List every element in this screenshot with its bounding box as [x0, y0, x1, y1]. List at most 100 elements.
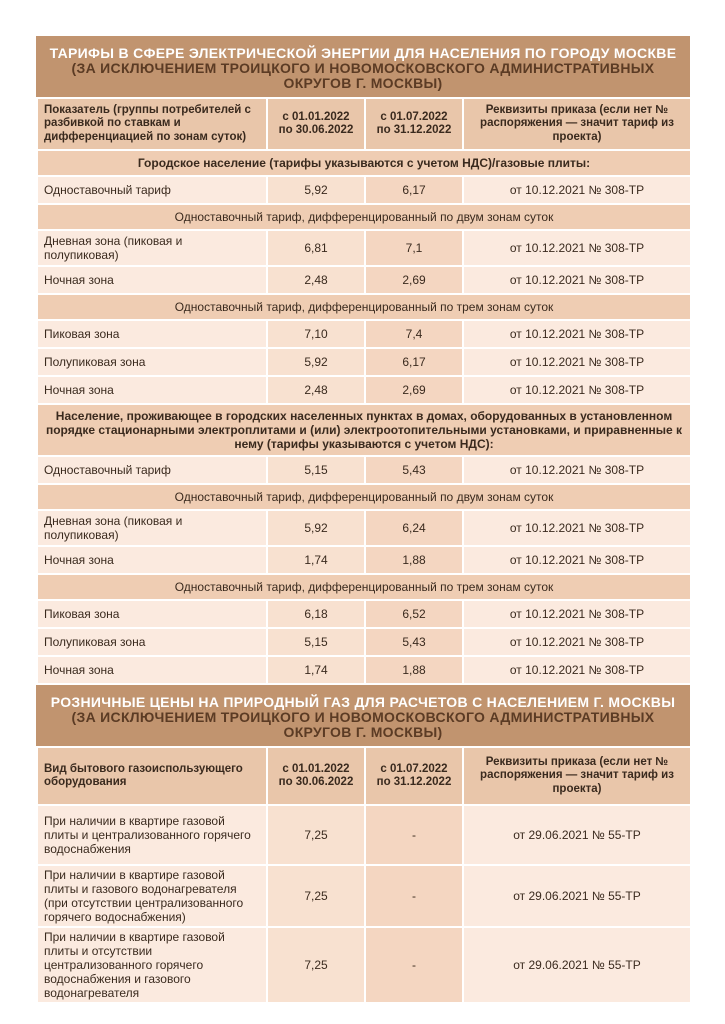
table-row: Ночная зона 1,74 1,88 от 10.12.2021 № 308-Т…: [36, 545, 692, 575]
electricity-table: Показатель (группы потребителей с разбив…: [36, 97, 692, 685]
order-ref: от 29.06.2021 № 55-ТР: [462, 804, 692, 866]
value-h1: 5,92: [266, 347, 366, 377]
table-row: Ночная зона 1,74 1,88 от 10.12.2021 № 308-Т…: [36, 655, 692, 685]
column-header: с 01.01.2022 по 30.06.2022: [266, 97, 366, 151]
column-header: Вид бытового газоиспользующего оборудова…: [36, 746, 268, 806]
column-header: Показатель (группы потребителей с разбив…: [36, 97, 268, 151]
section-label: Одноставочный тариф, дифференцированный …: [36, 293, 692, 321]
value-h1: 7,25: [266, 804, 366, 866]
value-h1: 1,74: [266, 545, 366, 575]
order-ref: от 10.12.2021 № 308-ТР: [462, 319, 692, 349]
row-label: Пиковая зона: [36, 319, 268, 349]
row-label: Ночная зона: [36, 265, 268, 295]
table-row: При наличии в квартире газовой плиты и о…: [36, 926, 692, 1004]
value-h1: 5,92: [266, 509, 366, 547]
value-h1: 2,48: [266, 265, 366, 295]
column-header: Реквизиты приказа (если нет № распоряжен…: [462, 746, 692, 806]
value-h2: 2,69: [364, 375, 464, 405]
value-h1: 1,74: [266, 655, 366, 685]
table-row: Ночная зона 2,48 2,69 от 10.12.2021 № 308-Т…: [36, 375, 692, 405]
value-h1: 7,25: [266, 926, 366, 1004]
value-h1: 7,25: [266, 864, 366, 928]
order-ref: от 29.06.2021 № 55-ТР: [462, 864, 692, 928]
section-row: Население, проживающее в городских насел…: [36, 403, 692, 457]
order-ref: от 10.12.2021 № 308-ТР: [462, 229, 692, 267]
order-ref: от 10.12.2021 № 308-ТР: [462, 347, 692, 377]
row-label: Одноставочный тариф: [36, 455, 268, 485]
row-label: Ночная зона: [36, 375, 268, 405]
value-h2: -: [364, 864, 464, 928]
electricity-title-sub: (ЗА ИСКЛЮЧЕНИЕМ ТРОИЦКОГО И НОВОМОСКОВСК…: [71, 60, 655, 91]
table-row: Дневная зона (пиковая и полупиковая) 6,81…: [36, 229, 692, 267]
order-ref: от 10.12.2021 № 308-ТР: [462, 627, 692, 657]
order-ref: от 10.12.2021 № 308-ТР: [462, 375, 692, 405]
value-h2: 7,1: [364, 229, 464, 267]
order-ref: от 10.12.2021 № 308-ТР: [462, 455, 692, 485]
electricity-title: ТАРИФЫ В СФЕРЕ ЭЛЕКТРИЧЕСКОЙ ЭНЕРГИИ ДЛЯ…: [36, 36, 690, 97]
order-ref: от 10.12.2021 № 308-ТР: [462, 509, 692, 547]
gas-table: Вид бытового газоиспользующего оборудова…: [36, 746, 692, 1004]
table-row: При наличии в квартире газовой плиты и ц…: [36, 804, 692, 866]
row-label: Ночная зона: [36, 655, 268, 685]
row-label: Полупиковая зона: [36, 347, 268, 377]
value-h2: 6,17: [364, 347, 464, 377]
column-header: Реквизиты приказа (если нет № распоряжен…: [462, 97, 692, 151]
section-label: Одноставочный тариф, дифференцированный …: [36, 573, 692, 601]
column-header: с 01.01.2022 по 30.06.2022: [266, 746, 366, 806]
value-h1: 7,10: [266, 319, 366, 349]
value-h2: 7,4: [364, 319, 464, 349]
gas-title: РОЗНИЧНЫЕ ЦЕНЫ НА ПРИРОДНЫЙ ГАЗ ДЛЯ РАСЧ…: [36, 685, 690, 746]
section-row: Одноставочный тариф, дифференцированный …: [36, 203, 692, 231]
section-row: Одноставочный тариф, дифференцированный …: [36, 483, 692, 511]
section-label: Городское население (тарифы указываются …: [36, 149, 692, 177]
electricity-title-main: ТАРИФЫ В СФЕРЕ ЭЛЕКТРИЧЕСКОЙ ЭНЕРГИИ ДЛЯ…: [49, 45, 677, 61]
table-row: Одноставочный тариф 5,92 6,17 от 10.12.2021…: [36, 175, 692, 205]
table-row: Дневная зона (пиковая и полупиковая) 5,92…: [36, 509, 692, 547]
header-row: Показатель (группы потребителей с разбив…: [36, 97, 692, 151]
gas-title-sub: (ЗА ИСКЛЮЧЕНИЕМ ТРОИЦКОГО И НОВОМОСКОВСК…: [71, 709, 655, 740]
value-h1: 5,15: [266, 627, 366, 657]
row-label: Одноставочный тариф: [36, 175, 268, 205]
row-label: Пиковая зона: [36, 599, 268, 629]
row-label: При наличии в квартире газовой плиты и ц…: [36, 804, 268, 866]
value-h2: 5,43: [364, 627, 464, 657]
value-h2: -: [364, 926, 464, 1004]
column-header: с 01.07.2022 по 31.12.2022: [364, 746, 464, 806]
order-ref: от 10.12.2021 № 308-ТР: [462, 175, 692, 205]
value-h2: 1,88: [364, 545, 464, 575]
value-h1: 6,81: [266, 229, 366, 267]
gas-title-main: РОЗНИЧНЫЕ ЦЕНЫ НА ПРИРОДНЫЙ ГАЗ ДЛЯ РАСЧ…: [50, 694, 676, 710]
table-row: Пиковая зона 6,18 6,52 от 10.12.2021 № 308-…: [36, 599, 692, 629]
table-row: Одноставочный тариф 5,15 5,43 от 10.12.2021…: [36, 455, 692, 485]
value-h2: 2,69: [364, 265, 464, 295]
value-h2: -: [364, 804, 464, 866]
table-row: Полупиковая зона 5,92 6,17 от 10.12.2021 № …: [36, 347, 692, 377]
row-label: Дневная зона (пиковая и полупиковая): [36, 509, 268, 547]
value-h2: 1,88: [364, 655, 464, 685]
row-label: Ночная зона: [36, 545, 268, 575]
row-label: При наличии в квартире газовой плиты и г…: [36, 864, 268, 928]
value-h1: 2,48: [266, 375, 366, 405]
table-row: При наличии в квартире газовой плиты и г…: [36, 864, 692, 928]
section-label: Одноставочный тариф, дифференцированный …: [36, 483, 692, 511]
value-h2: 6,17: [364, 175, 464, 205]
column-header: с 01.07.2022 по 31.12.2022: [364, 97, 464, 151]
value-h1: 5,15: [266, 455, 366, 485]
value-h1: 6,18: [266, 599, 366, 629]
section-label: Одноставочный тариф, дифференцированный …: [36, 203, 692, 231]
order-ref: от 29.06.2021 № 55-ТР: [462, 926, 692, 1004]
section-label: Население, проживающее в городских насел…: [36, 403, 692, 457]
value-h2: 6,52: [364, 599, 464, 629]
order-ref: от 10.12.2021 № 308-ТР: [462, 265, 692, 295]
header-row: Вид бытового газоиспользующего оборудова…: [36, 746, 692, 806]
tariff-document: ТАРИФЫ В СФЕРЕ ЭЛЕКТРИЧЕСКОЙ ЭНЕРГИИ ДЛЯ…: [36, 36, 692, 1004]
table-row: Пиковая зона 7,10 7,4 от 10.12.2021 № 308-Т…: [36, 319, 692, 349]
section-row: Одноставочный тариф, дифференцированный …: [36, 293, 692, 321]
row-label: Полупиковая зона: [36, 627, 268, 657]
order-ref: от 10.12.2021 № 308-ТР: [462, 599, 692, 629]
table-row: Ночная зона 2,48 2,69 от 10.12.2021 № 308-Т…: [36, 265, 692, 295]
value-h2: 6,24: [364, 509, 464, 547]
table-row: Полупиковая зона 5,15 5,43 от 10.12.2021 № …: [36, 627, 692, 657]
order-ref: от 10.12.2021 № 308-ТР: [462, 545, 692, 575]
section-row: Городское население (тарифы указываются …: [36, 149, 692, 177]
